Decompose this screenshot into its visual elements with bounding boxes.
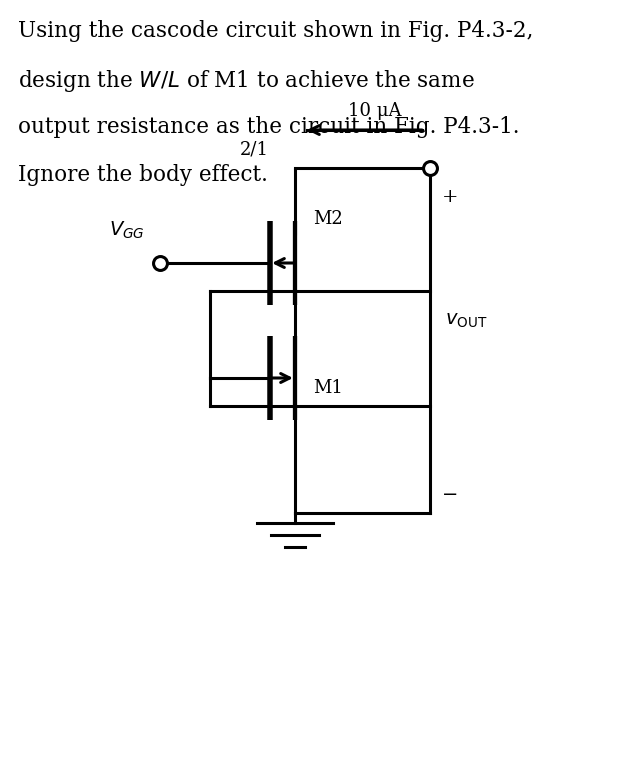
Text: 10 μA: 10 μA — [348, 102, 401, 120]
Text: design the $\mathit{W/L}$ of M1 to achieve the same: design the $\mathit{W/L}$ of M1 to achie… — [18, 68, 475, 94]
Text: M2: M2 — [313, 210, 342, 228]
Text: −: − — [442, 486, 458, 504]
Text: output resistance as the circuit in Fig. P4.3-1.: output resistance as the circuit in Fig.… — [18, 116, 520, 138]
Text: +: + — [442, 188, 458, 206]
Text: Using the cascode circuit shown in Fig. P4.3-2,: Using the cascode circuit shown in Fig. … — [18, 20, 534, 42]
Text: $V_{GG}$: $V_{GG}$ — [110, 220, 145, 241]
Text: Ignore the body effect.: Ignore the body effect. — [18, 164, 268, 186]
Text: 2/1: 2/1 — [240, 140, 269, 158]
Text: $v_{\mathrm{OUT}}$: $v_{\mathrm{OUT}}$ — [445, 312, 487, 330]
Text: M1: M1 — [313, 379, 343, 397]
